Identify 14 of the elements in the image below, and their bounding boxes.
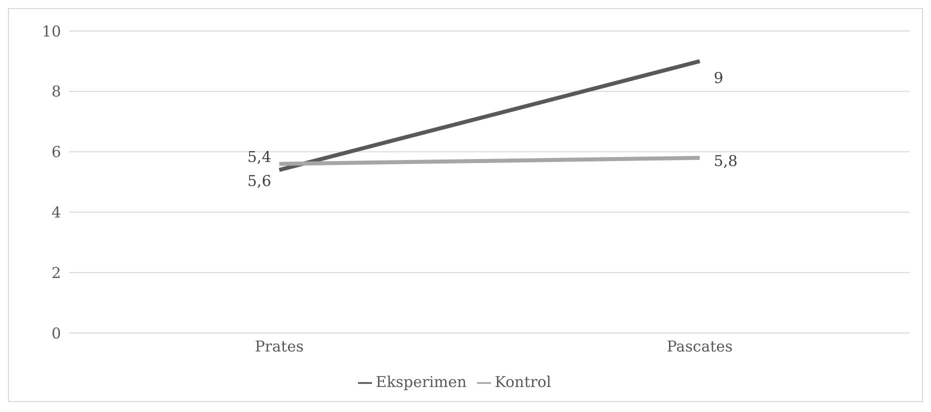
x-tick-label: Prates bbox=[254, 338, 304, 356]
y-tick-label: 10 bbox=[42, 22, 61, 40]
data-label: 5,4 bbox=[247, 148, 272, 166]
data-label: 5,6 bbox=[247, 172, 272, 190]
y-tick-label: 8 bbox=[51, 82, 61, 101]
y-tick-label: 0 bbox=[51, 324, 61, 342]
y-tick-label: 2 bbox=[51, 264, 61, 282]
data-label: 9 bbox=[714, 69, 724, 88]
data-label: 5,8 bbox=[714, 152, 738, 170]
x-tick-label: Pascates bbox=[666, 338, 733, 356]
y-tick-label: 4 bbox=[51, 204, 61, 222]
y-tick-label: 6 bbox=[51, 143, 61, 162]
legend-label: Kontrol bbox=[494, 373, 552, 391]
legend-label: Eksperimen bbox=[376, 373, 467, 391]
